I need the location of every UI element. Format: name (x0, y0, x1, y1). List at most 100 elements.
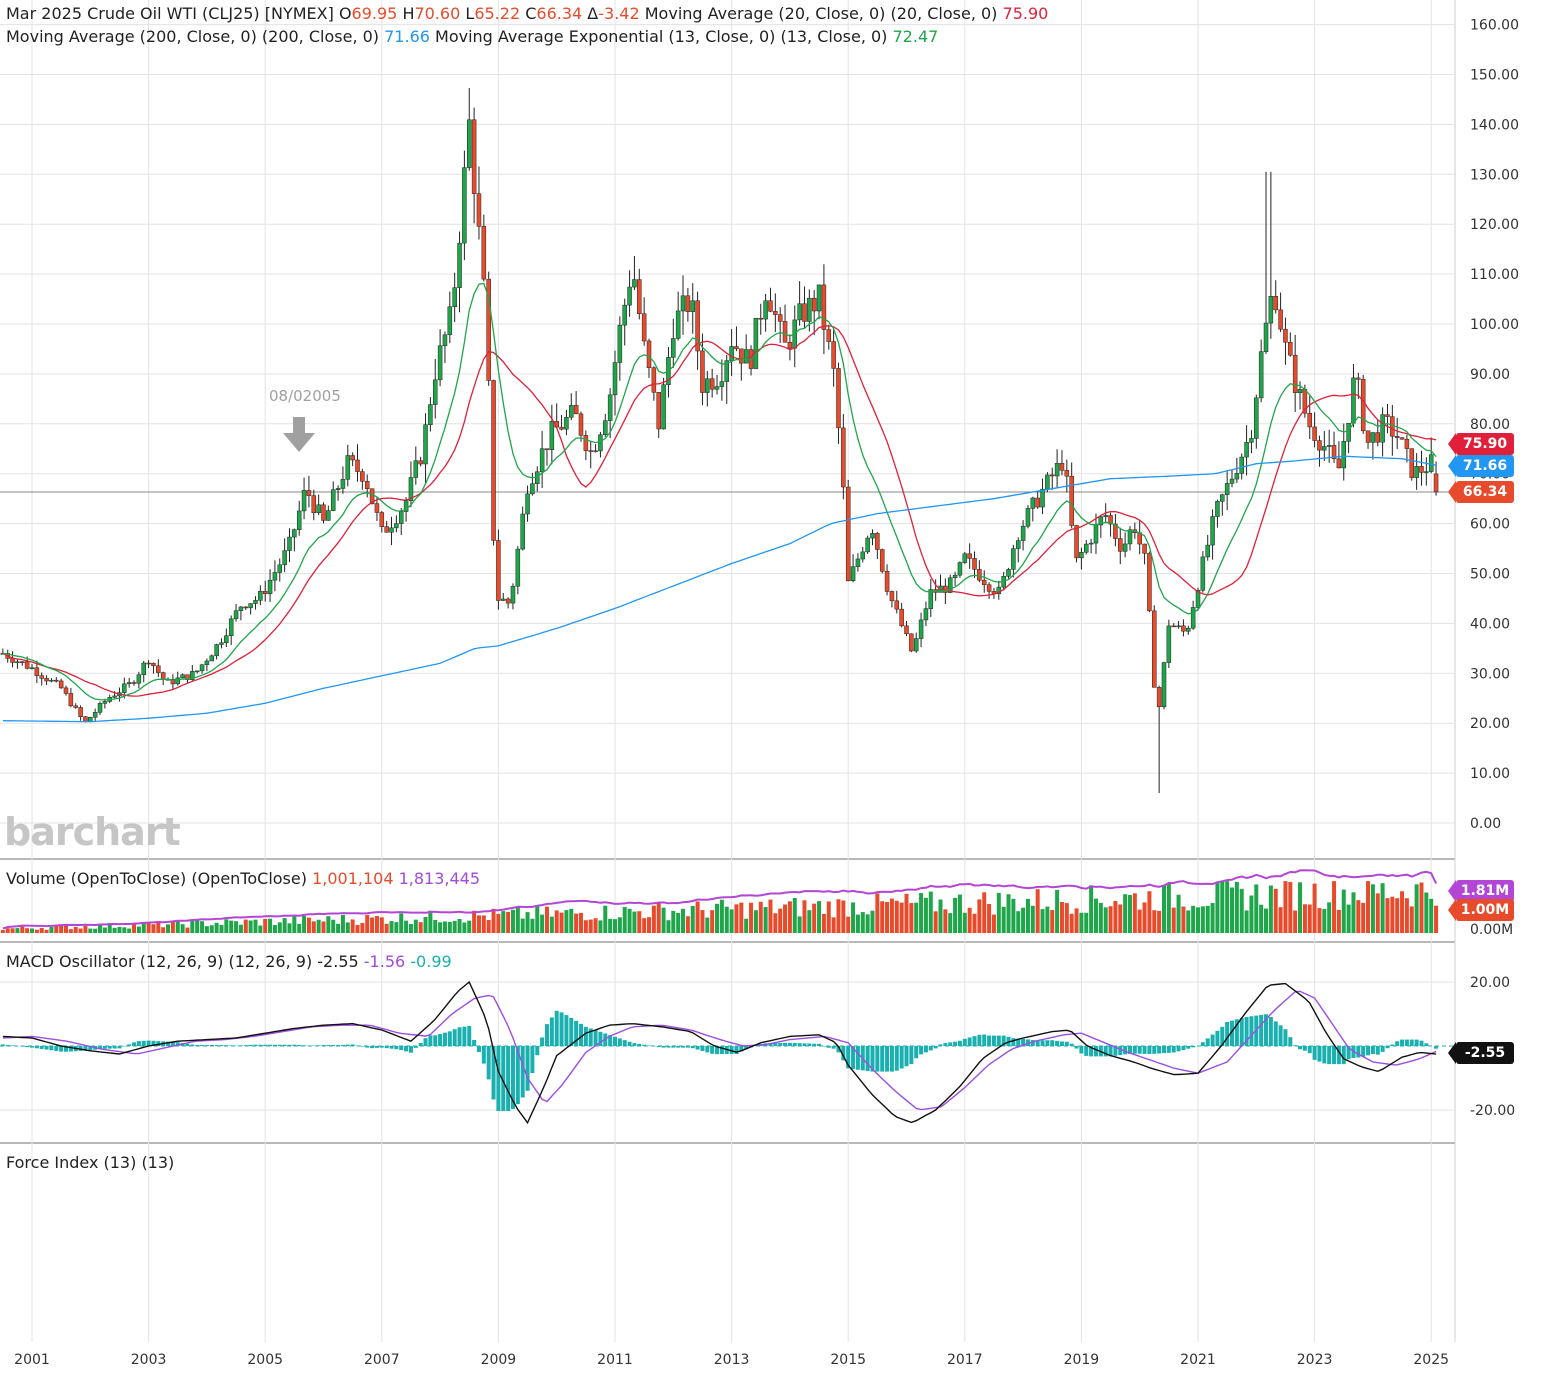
close-price-tag: 66.34 (1448, 481, 1514, 503)
volume-bar (1093, 898, 1098, 933)
macd-histogram-bar (253, 1044, 258, 1046)
price-tick-label: 160.00 (1470, 18, 1519, 34)
volume-bar (413, 919, 418, 933)
volume-bar (1225, 881, 1230, 933)
volume-bar (583, 920, 588, 933)
volume-bar (83, 925, 88, 933)
volume-bar (374, 916, 379, 933)
macd-histogram-bar (370, 1046, 375, 1049)
volume-bar (1079, 912, 1084, 933)
volume-current-tag: 1.00M (1448, 899, 1514, 921)
macd-histogram-bar (1239, 1018, 1244, 1046)
volume-bar (1302, 904, 1307, 933)
volume-bar (136, 926, 141, 933)
candle (68, 693, 74, 707)
volume-bar (943, 909, 948, 933)
volume-bar (676, 912, 681, 933)
candle (190, 671, 195, 680)
candle (389, 527, 394, 533)
candle (773, 311, 778, 315)
candle (1254, 397, 1259, 439)
candle (972, 558, 977, 570)
volume-bar (919, 893, 924, 933)
macd-histogram-bar (700, 1046, 705, 1051)
volume-bar (1278, 907, 1283, 933)
annotation-date: 08/02005 (269, 387, 341, 405)
volume-bar (156, 921, 161, 933)
macd-histogram-bar (408, 1046, 413, 1053)
volume-bar (1346, 904, 1351, 933)
volume-bar (68, 929, 73, 933)
volume-bar (1400, 891, 1405, 933)
macd-histogram-bar (195, 1045, 200, 1046)
macd-histogram-bar (569, 1018, 574, 1046)
volume-bar (515, 907, 520, 933)
volume-bar (608, 918, 613, 933)
candle (1025, 508, 1031, 527)
candle (1103, 515, 1108, 518)
volume-bar (151, 924, 156, 933)
candle (131, 682, 137, 684)
candle (850, 566, 856, 582)
volume-bar (195, 920, 200, 933)
macd-histogram-bar (472, 1040, 477, 1046)
macd-histogram-bar (340, 1044, 345, 1046)
macd-histogram-bar (1366, 1046, 1371, 1056)
macd-histogram-bar (1380, 1046, 1385, 1052)
volume-bar (384, 923, 389, 933)
macd-histogram-bar (389, 1046, 394, 1049)
macd-label: MACD Oscillator (12, 26, 9) (12, 26, 9) (6, 952, 313, 971)
candle (627, 286, 632, 306)
candle (369, 488, 375, 504)
candle (894, 600, 900, 610)
macd-histogram-bar (695, 1046, 700, 1050)
volume-bar (1341, 889, 1346, 933)
macd-histogram-bar (1001, 1035, 1006, 1046)
candle (690, 300, 695, 312)
x-tick-label: 2013 (714, 1352, 750, 1368)
macd-histogram-bar (1361, 1046, 1366, 1057)
macd-histogram-bar (1142, 1046, 1147, 1054)
candle (802, 303, 807, 322)
macd-histogram-bar (1030, 1040, 1035, 1046)
candle (364, 481, 370, 490)
volume-bar (977, 899, 982, 933)
candle (462, 167, 467, 244)
volume-bar (1113, 901, 1118, 933)
macd-histogram-bar (350, 1044, 355, 1046)
candle (544, 448, 550, 450)
volume-bar (996, 892, 1001, 933)
x-tick-label: 2007 (364, 1352, 400, 1368)
candle (1424, 471, 1429, 473)
candle (1186, 627, 1191, 632)
candle (695, 300, 700, 352)
volume-bar (379, 917, 384, 933)
volume-bar (1069, 913, 1074, 933)
volume-bar (967, 907, 972, 933)
volume-bar (442, 921, 447, 933)
macd-histogram-bar (78, 1046, 83, 1051)
macd-histogram-bar (583, 1026, 588, 1046)
macd-histogram-bar (510, 1046, 515, 1109)
volume-bar (622, 907, 627, 933)
volume-bar (1098, 902, 1103, 933)
volume-bar (394, 922, 399, 933)
macd-histogram-bar (1375, 1046, 1380, 1055)
candle (1409, 448, 1415, 478)
price-tick-label: 140.00 (1470, 117, 1519, 133)
candle (398, 511, 404, 524)
macd-histogram-bar (773, 1043, 778, 1046)
macd-histogram-bar (676, 1046, 681, 1048)
candle (1224, 483, 1230, 495)
candle (598, 434, 603, 452)
candle (1142, 543, 1147, 554)
volume-bar (1084, 912, 1089, 933)
volume-bar (1409, 906, 1414, 933)
volume-bar (894, 900, 899, 933)
volume-bar (34, 929, 39, 933)
candle (54, 679, 59, 682)
price-tick-label: 50.00 (1470, 567, 1510, 583)
volume-bar (1366, 881, 1371, 933)
macd-histogram-bar (1152, 1046, 1157, 1054)
